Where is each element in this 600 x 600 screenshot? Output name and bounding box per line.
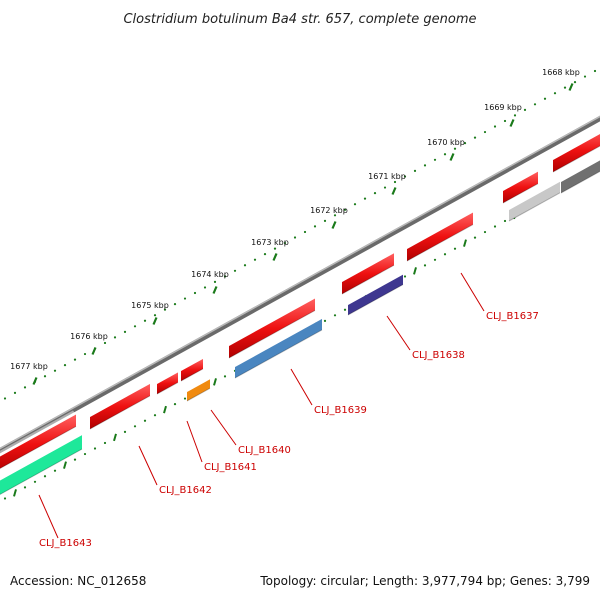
genome-backbone [0, 115, 600, 454]
gene-label: CLJ_B1639 [314, 405, 367, 416]
gene-cds-forward [404, 208, 474, 262]
kbp-tick-label: 1674 kbp [191, 270, 229, 279]
gene-b1640 [184, 375, 211, 402]
kbp-tick-mark [272, 253, 278, 261]
inner-tick-mark [13, 489, 17, 497]
kbp-tick-label: 1672 kbp [310, 206, 348, 215]
gene-leader-line [460, 272, 485, 312]
kbp-tick-label: 1671 kbp [368, 172, 406, 181]
inner-tick-mark [163, 405, 167, 414]
gene-leader-line [38, 494, 59, 539]
gene-leader-line [186, 420, 203, 463]
gene-leader-line [290, 368, 313, 406]
gene-b1638 [345, 270, 404, 316]
inner-tick-mark [113, 433, 117, 442]
gene-label: CLJ_B1638 [412, 350, 465, 361]
gene-leader-line [386, 315, 411, 351]
inner-tick-mark [213, 378, 217, 386]
gene-cds-forward [226, 294, 316, 359]
gene-cds-forward [87, 379, 151, 430]
gene-label: CLJ_B1640 [238, 445, 291, 456]
kbp-tick-label: 1676 kbp [70, 332, 108, 341]
map-title: Clostridium botulinum Ba4 str. 657, comp… [123, 12, 476, 27]
gene-cds-forward [550, 128, 600, 173]
kbp-scale: 1668 kbp 1669 kbp 1670 kbp 1671 kbp 1672 kbp… [3, 68, 597, 500]
kbp-tick-mark [212, 286, 218, 294]
gene-cds-forward [339, 249, 395, 295]
kbp-tick-label: 1668 kbp [542, 68, 580, 77]
gene-cds-forward [500, 167, 539, 204]
kbp-tick-label: 1673 kbp [251, 238, 289, 247]
gene-cds-forward [154, 368, 179, 395]
gene-cds-forward [178, 354, 204, 382]
gene-cds-forward [0, 410, 77, 470]
gene-labels: CLJ_B1637 CLJ_B1638 CLJ_B1639 CLJ_B1640 CLJ_… [38, 272, 539, 549]
kbp-tick-label: 1670 kbp [427, 138, 465, 147]
kbp-tick-mark [391, 187, 397, 195]
inner-tick-mark [463, 239, 467, 247]
gene-track [0, 128, 600, 496]
inner-tick-mark [413, 267, 417, 275]
gene-label: CLJ_B1642 [159, 485, 212, 496]
kbp-tick-mark [152, 317, 158, 325]
kbp-tick-label: 1677 kbp [10, 362, 48, 371]
gene-b1643 [0, 431, 83, 496]
gene-leader-line [138, 445, 158, 486]
kbp-tick-label: 1669 kbp [484, 103, 522, 112]
accession-text: Accession: NC_012658 [10, 574, 147, 588]
kbp-tick-label: 1675 kbp [131, 301, 169, 310]
kbp-tick-mark [509, 119, 515, 127]
kbp-tick-mark [568, 83, 574, 91]
kbp-tick-mark [331, 221, 337, 229]
gene-label: CLJ_B1643 [39, 538, 92, 549]
gene-grey-light [506, 177, 561, 222]
gene-b1639 [232, 314, 323, 379]
inner-tick-mark [63, 461, 67, 469]
gene-grey-dark [558, 154, 600, 194]
kbp-tick-mark [449, 153, 455, 161]
gene-label: CLJ_B1637 [486, 311, 539, 322]
gene-label: CLJ_B1641 [204, 462, 257, 473]
genome-summary-text: Topology: circular; Length: 3,977,794 bp… [260, 574, 590, 588]
kbp-tick-mark [32, 377, 38, 385]
kbp-tick-mark [91, 347, 97, 355]
gene-leader-line [210, 409, 237, 446]
